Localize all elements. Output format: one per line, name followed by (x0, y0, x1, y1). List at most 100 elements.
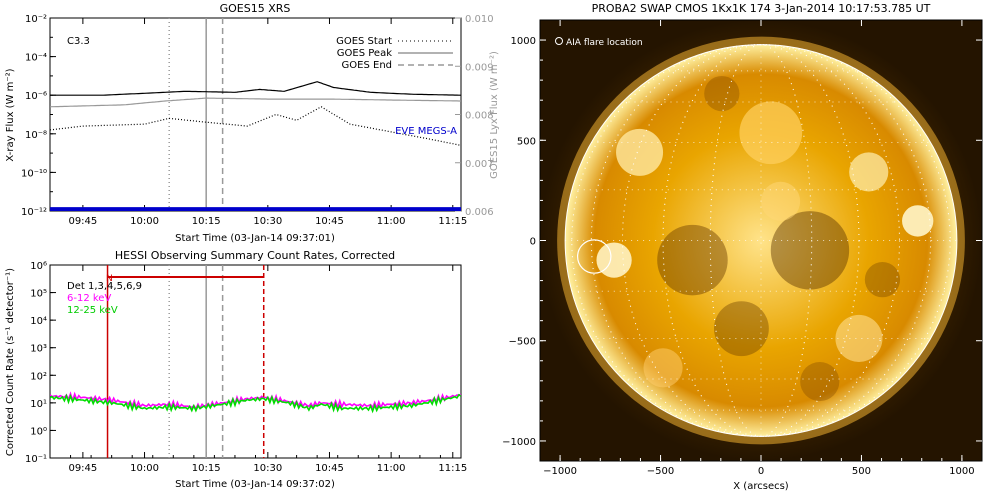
y2-tick-label: 0.008 (465, 111, 494, 122)
surface-region (770, 211, 850, 290)
y-tick-label: 10¹ (30, 399, 47, 410)
x-tick-label: 10:45 (315, 463, 344, 474)
series-line-0 (50, 81, 461, 96)
y-tick-label: 10⁻¹ (25, 454, 47, 465)
y-tick-label: 10⁻⁸ (25, 130, 47, 141)
x-tick-label: 1000 (949, 466, 974, 477)
x-tick-label: 10:15 (192, 463, 221, 474)
surface-region (739, 101, 803, 165)
y-tick-label: 500 (517, 136, 536, 147)
y-tick-label: 10⁻² (25, 14, 47, 25)
y-tick-label: 10⁻¹⁰ (21, 168, 47, 179)
x-tick-label: 11:15 (438, 216, 467, 227)
flare-location-marker (576, 239, 612, 274)
y2-tick-label: 0.006 (465, 207, 494, 218)
goes-title: GOES15 XRS (220, 2, 291, 15)
goes-ticks: 09:45 10:00 10:15 10:30 10:45 11:00 11:15 10⁻² 1… (21, 14, 494, 227)
y-tick-label: 10⁴ (30, 316, 47, 327)
x-tick-label: −1000 (543, 466, 577, 477)
grid-longitude (662, 44, 860, 437)
y-tick-label: 10⁻⁴ (25, 53, 47, 64)
hessi-panel: HESSI Observing Summary Count Rates, Cor… (5, 249, 467, 490)
series-line-2 (50, 106, 461, 146)
y-tick-label: 10⁰ (30, 426, 47, 437)
hessi-title: HESSI Observing Summary Count Rates, Cor… (115, 249, 395, 262)
series-line-1 (50, 97, 461, 108)
hessi-event-lines (106, 265, 265, 458)
y2-tick-label: 0.007 (465, 159, 494, 170)
hessi-flag-label: N (106, 274, 113, 284)
surface-region (864, 262, 901, 298)
surface-region (704, 75, 740, 112)
x-tick-label: 0 (758, 466, 764, 477)
legend-goes-start: GOES Start (336, 36, 392, 47)
y2-tick-label: 0.010 (465, 14, 494, 25)
x-tick-label: 11:00 (377, 463, 406, 474)
surface-region (713, 301, 769, 357)
solar-limb (564, 44, 958, 437)
goes-flare-class: C3.3 (67, 36, 90, 47)
goes-ylabel: X-ray Flux (W m⁻²) (5, 68, 16, 161)
x-tick-label: 10:00 (130, 216, 159, 227)
y-tick-label: 10² (30, 371, 47, 382)
surface-region (761, 181, 801, 221)
legend-12-25kev: 12-25 keV (67, 305, 118, 316)
surface-region (800, 361, 840, 402)
y-tick-label: 10⁻⁶ (25, 91, 47, 102)
sun-texture (596, 75, 934, 402)
surface-region (643, 348, 683, 388)
goes-event-lines (168, 18, 224, 211)
hessi-series (50, 391, 461, 414)
x-tick-label: 10:45 (315, 216, 344, 227)
goes-legend: GOES Start GOES Peak GOES End (336, 36, 453, 71)
grid-longitude (590, 44, 932, 437)
aia-legend-icon (555, 37, 563, 45)
x-tick-label: −500 (647, 466, 674, 477)
swap-title: PROBA2 SWAP CMOS 1Kx1K 174 3-Jan-2014 10… (592, 2, 931, 15)
legend-goes-peak: GOES Peak (337, 48, 392, 59)
y-tick-label: 1000 (511, 36, 536, 47)
hessi-detectors: Det 1,3,4,5,6,9 (67, 281, 142, 292)
y-tick-label: −1000 (502, 437, 536, 448)
legend-6-12kev: 6-12 keV (67, 293, 111, 304)
legend-goes-end: GOES End (342, 60, 392, 71)
y-tick-label: 10⁵ (30, 289, 47, 300)
surface-region (902, 205, 934, 237)
y2-tick-label: 0.009 (465, 62, 494, 73)
x-tick-label: 10:00 (130, 463, 159, 474)
goes-frame (49, 17, 462, 212)
surface-region (596, 242, 632, 278)
x-tick-label: 10:15 (192, 216, 221, 227)
swap-panel: PROBA2 SWAP CMOS 1Kx1K 174 3-Jan-2014 10… (502, 2, 983, 492)
x-tick-label: 10:30 (253, 463, 282, 474)
surface-region (835, 314, 883, 362)
x-tick-label: 11:15 (438, 463, 467, 474)
x-tick-label: 10:30 (253, 216, 282, 227)
swap-ticks: −1000 −500 0 500 1000 1000 500 0 −500 −1000 (502, 20, 982, 477)
goes-panel: GOES15 XRS 09:45 10:00 10:15 10:30 10:45 11:0… (5, 2, 500, 244)
goes-y2label: GOES15 Lyx Flux (W m⁻²) (489, 51, 500, 179)
y-tick-label: 10⁻¹² (21, 207, 47, 218)
hessi-ticks: 09:45 10:00 10:15 10:30 10:45 11:00 11:15 10⁶ 10… (25, 261, 467, 474)
hessi-xlabel: Start Time (03-Jan-14 09:37:02) (175, 479, 335, 490)
eve-label: EVE MEGS-A (395, 126, 457, 137)
goes-series (50, 81, 461, 211)
x-tick-label: 11:00 (377, 216, 406, 227)
y-tick-label: 10⁶ (30, 261, 47, 272)
series-line-1 (50, 393, 461, 414)
hessi-frame (49, 264, 462, 459)
series-line-0 (50, 391, 461, 411)
aia-legend-label: AIA flare location (566, 38, 643, 48)
surface-region (657, 224, 728, 296)
goes-xlabel: Start Time (03-Jan-14 09:37:01) (175, 233, 335, 244)
surface-region (849, 152, 889, 192)
x-tick-label: 09:45 (68, 463, 97, 474)
x-tick-label: 09:45 (68, 216, 97, 227)
swap-xlabel: X (arcsecs) (733, 481, 789, 492)
surface-region (616, 128, 664, 176)
y-tick-label: −500 (509, 337, 536, 348)
y-tick-label: 10³ (30, 344, 47, 355)
hessi-ylabel: Corrected Count Rate (s⁻¹ detector⁻¹) (5, 268, 16, 456)
x-tick-label: 500 (852, 466, 871, 477)
